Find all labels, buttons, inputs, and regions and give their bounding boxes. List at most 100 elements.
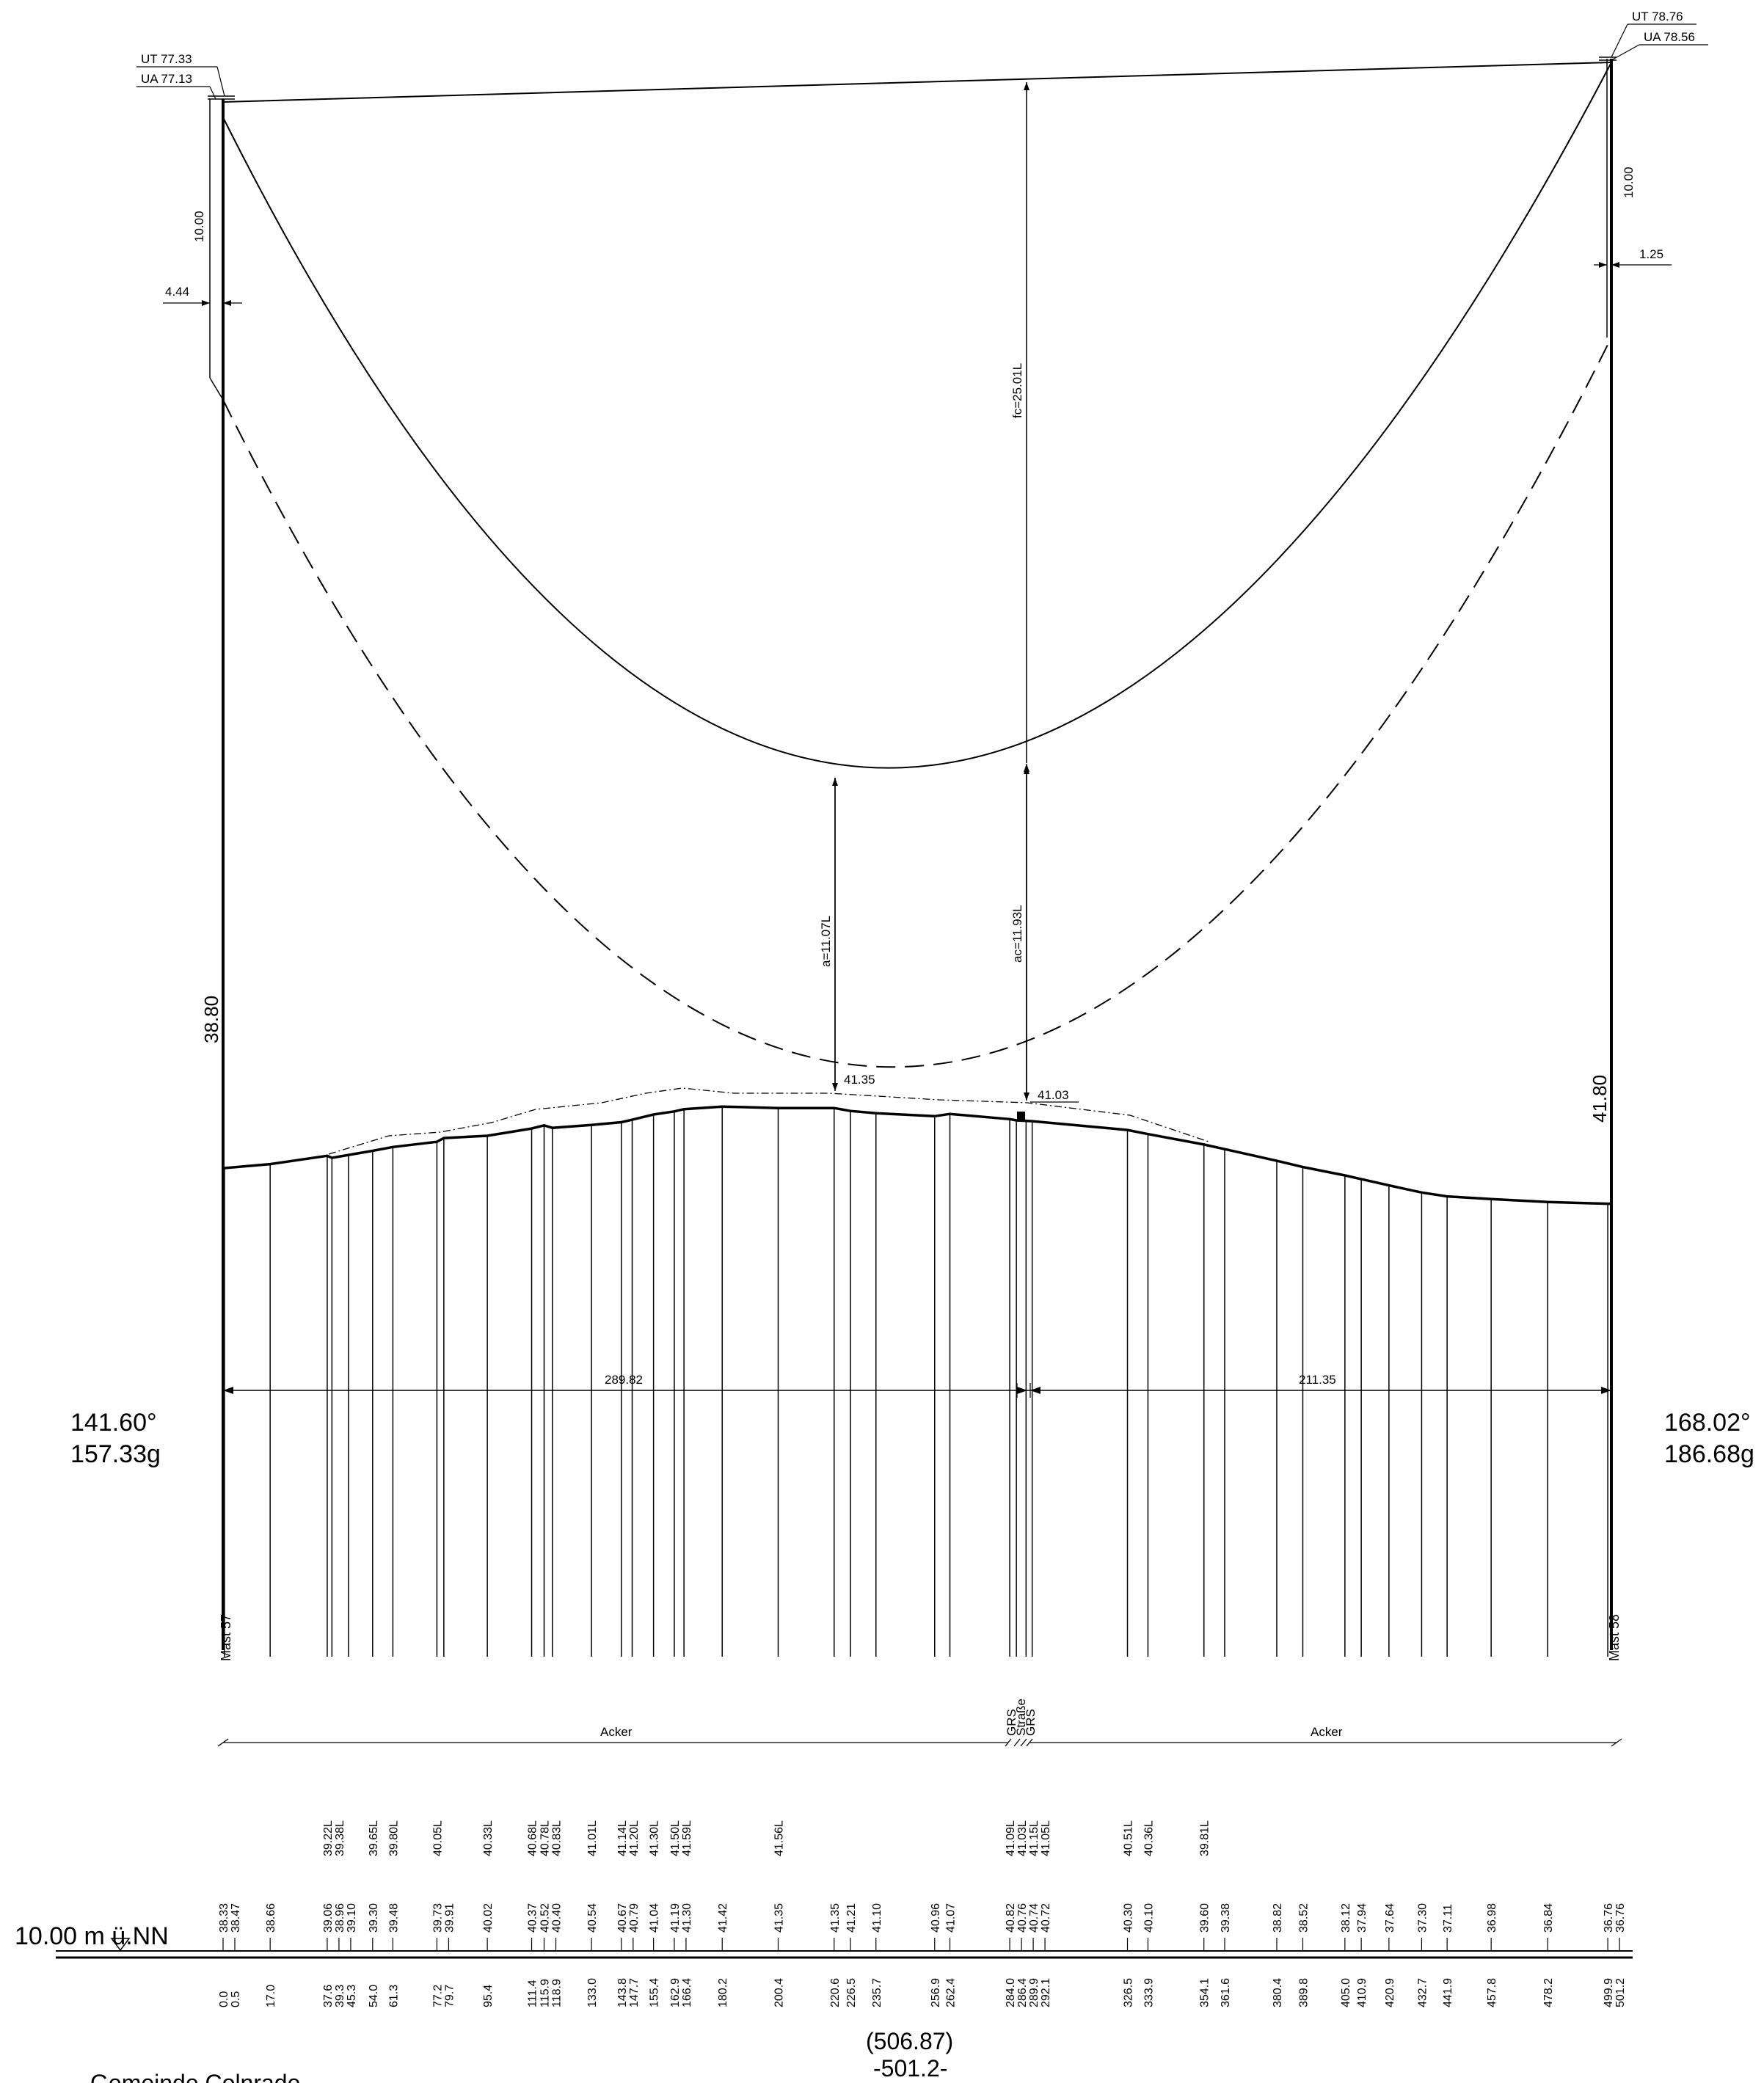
- station-height-label: 39.91: [443, 1903, 456, 1933]
- station-height-label: 36.76: [1614, 1903, 1627, 1933]
- station-distance-label: 77.2: [431, 1985, 444, 2007]
- span-dimension-right: 211.35: [1299, 1373, 1336, 1387]
- sag-dimensions: fc=25.01L ac=11.93L a=11.07L 41.35 41.03: [819, 82, 1079, 1103]
- station-top-label: 39.81L: [1199, 1820, 1211, 1856]
- station-distance-label: 284.0: [1005, 1978, 1017, 2007]
- station-height-label: 40.96: [930, 1903, 942, 1933]
- station-distance-label: 180.2: [717, 1978, 729, 2007]
- station-height-label: 41.21: [845, 1903, 858, 1933]
- station-distance-label: 405.0: [1340, 1978, 1352, 2007]
- land-use-crossing-1: GRS: [1005, 1709, 1018, 1736]
- station-distance-label: 147.7: [628, 1978, 641, 2007]
- station-height-label: 38.96: [334, 1903, 346, 1933]
- datum-label: 10.00 m ü.NN: [15, 1922, 169, 1950]
- span-id: -501.2-: [873, 2055, 947, 2082]
- station-height-label: 37.64: [1384, 1903, 1396, 1933]
- station-distance-label: 200.4: [773, 1978, 786, 2007]
- fc-label: fc=25.01L: [1010, 363, 1024, 418]
- station-distance-label: 478.2: [1542, 1978, 1555, 2007]
- station-distance-label: 326.5: [1123, 1978, 1135, 2007]
- station-height-label: 41.04: [649, 1903, 661, 1933]
- station-distance-label: 155.4: [649, 1978, 661, 2007]
- a-label: a=11.07L: [819, 916, 833, 967]
- station-height-label: 38.82: [1272, 1903, 1284, 1933]
- station-height-label: 40.74: [1028, 1903, 1040, 1933]
- station-height-label: 36.98: [1486, 1903, 1498, 1933]
- station-height-label: 40.52: [539, 1903, 552, 1933]
- station-distance-label: 61.3: [387, 1985, 400, 2007]
- station-distance-label: 166.4: [681, 1978, 693, 2007]
- station-distance-label: 143.8: [616, 1978, 629, 2007]
- station-height-label: 39.73: [431, 1903, 444, 1933]
- station-height-label: 40.37: [527, 1903, 539, 1933]
- right-angle-deg: 168.02°: [1664, 1409, 1751, 1437]
- conductor-curve-lowest: [222, 337, 1612, 1068]
- ac-ground-mark: 41.03: [1038, 1088, 1069, 1102]
- left-ut-label: UT 77.33: [141, 52, 192, 66]
- right-angle-gon: 186.68g: [1664, 1440, 1754, 1468]
- station-height-label: 40.67: [616, 1903, 629, 1933]
- left-angle-gon: 157.33g: [70, 1440, 161, 1468]
- ac-label: ac=11.93L: [1010, 905, 1024, 963]
- station-height-label: 39.06: [322, 1903, 335, 1933]
- chord-line: [222, 62, 1612, 103]
- crossing-marker: [1017, 1112, 1025, 1121]
- land-use-crossing-2: Straße: [1014, 1699, 1028, 1736]
- terrain: [222, 1087, 1611, 1657]
- station-top-label: 39.38L: [334, 1820, 346, 1856]
- station-distance-label: 17.0: [265, 1985, 277, 2007]
- station-height-label: 40.76: [1016, 1903, 1029, 1933]
- station-verticals: [224, 1106, 1608, 1657]
- station-height-label: 41.10: [871, 1903, 883, 1933]
- station-height-label: 37.30: [1416, 1903, 1429, 1933]
- station-top-label: 41.09L: [1005, 1820, 1017, 1856]
- left-offset-label: 4.44: [165, 285, 189, 299]
- station-distance-label: 432.7: [1416, 1978, 1429, 2007]
- station-distance-label: 111.4: [527, 1980, 539, 2007]
- station-top-label: 40.36L: [1143, 1820, 1156, 1856]
- land-use-crossing-3: GRS: [1024, 1709, 1038, 1736]
- mast-57-label: Mast 57: [219, 1614, 233, 1661]
- station-top-label: 41.15L: [1028, 1820, 1040, 1856]
- right-offset-label: 1.25: [1639, 247, 1663, 261]
- left-base-height: 38.80: [200, 996, 222, 1043]
- station-top-label: 39.65L: [368, 1820, 380, 1856]
- ground-line: [222, 1105, 1611, 1205]
- a-ground-mark: 41.35: [844, 1073, 875, 1087]
- station-height-label: 40.10: [1143, 1903, 1156, 1933]
- station-top-label: 41.05L: [1040, 1820, 1052, 1856]
- station-distance-label: 95.4: [482, 1985, 495, 2007]
- station-height-label: 40.02: [482, 1903, 495, 1933]
- station-distance-label: 45.3: [346, 1985, 358, 2007]
- station-height-label: 40.40: [551, 1903, 564, 1933]
- station-distance-label: 220.6: [829, 1978, 842, 2007]
- station-height-label: 39.60: [1199, 1903, 1211, 1933]
- station-height-label: 38.12: [1340, 1903, 1352, 1933]
- station-height-label: 38.66: [265, 1903, 277, 1933]
- station-distance-label: 256.9: [930, 1978, 942, 2007]
- station-distance-label: 115.9: [539, 1979, 552, 2007]
- station-distance-label: 499.9: [1603, 1978, 1615, 2007]
- land-use-left: Acker: [600, 1725, 633, 1739]
- station-distance-label: 133.0: [586, 1978, 599, 2007]
- left-ua-label: UA 77.13: [141, 72, 192, 86]
- left-angle-deg: 141.60°: [70, 1409, 157, 1437]
- station-top-label: 41.50L: [669, 1820, 682, 1856]
- mast-57: Mast 57: [208, 95, 235, 1661]
- conductor-curve: [222, 62, 1612, 769]
- station-distance-label: 389.8: [1298, 1978, 1311, 2007]
- station-height-label: 37.94: [1356, 1903, 1368, 1933]
- station-height-label: 41.35: [773, 1903, 786, 1933]
- station-top-label: 41.01L: [586, 1820, 599, 1856]
- station-height-label: 40.72: [1040, 1903, 1052, 1933]
- station-distance-label: 333.9: [1143, 1978, 1156, 2007]
- station-distance-label: 441.9: [1442, 1978, 1454, 2007]
- station-height-label: 41.30: [681, 1903, 693, 1933]
- station-distance-label: 361.6: [1220, 1978, 1232, 2007]
- mast-58: Mast 58: [1599, 56, 1622, 1661]
- station-height-label: 41.35: [829, 1903, 842, 1933]
- land-use-right: Acker: [1311, 1725, 1343, 1739]
- station-distance-label: 118.9: [551, 1979, 564, 2007]
- station-top-label: 40.83L: [551, 1820, 564, 1856]
- span-dimensions: 289.82 211.35: [223, 1373, 1611, 1398]
